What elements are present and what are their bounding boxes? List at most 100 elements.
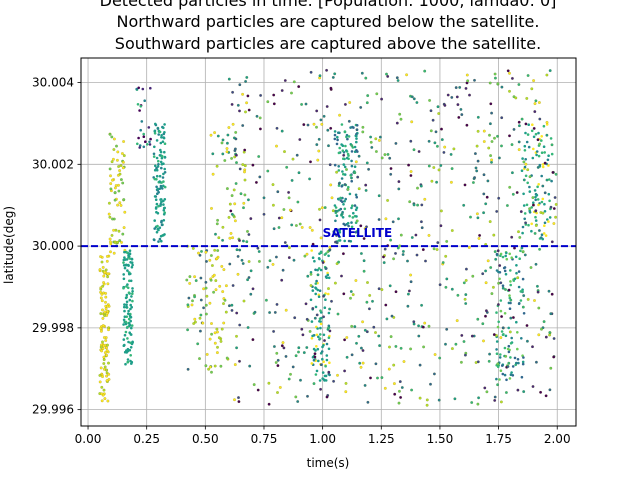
data-point — [289, 372, 292, 376]
data-point — [490, 292, 494, 296]
data-point — [102, 358, 106, 362]
data-point — [127, 253, 130, 257]
data-point — [343, 165, 347, 169]
data-point — [125, 303, 128, 307]
data-point — [499, 299, 503, 302]
data-point — [125, 315, 129, 319]
data-point — [157, 240, 160, 243]
data-point — [521, 231, 524, 235]
data-point — [305, 346, 309, 349]
data-point — [199, 276, 203, 280]
data-point — [493, 398, 497, 402]
data-point — [281, 268, 285, 272]
data-point — [216, 330, 219, 334]
data-point — [547, 289, 551, 293]
data-point — [347, 119, 351, 123]
data-point — [163, 171, 167, 174]
data-point — [125, 351, 129, 354]
data-point — [297, 171, 301, 175]
data-point — [116, 150, 120, 154]
data-point — [316, 288, 320, 292]
data-point — [397, 217, 400, 221]
data-point — [407, 289, 411, 293]
data-point — [512, 127, 516, 131]
data-point — [122, 140, 126, 143]
data-point — [233, 219, 237, 223]
data-point — [275, 302, 279, 306]
x-tick-label: 1.50 — [427, 432, 454, 446]
data-point — [488, 220, 492, 224]
data-point — [271, 262, 275, 266]
data-point — [204, 250, 208, 254]
data-point — [320, 122, 324, 126]
data-point — [416, 203, 420, 207]
data-point — [341, 200, 344, 204]
data-point — [156, 187, 160, 191]
x-tick-label: 1.75 — [485, 432, 512, 446]
data-point — [546, 158, 550, 162]
data-point — [110, 160, 114, 164]
data-point — [319, 309, 322, 313]
data-point — [548, 178, 551, 181]
data-point — [249, 269, 253, 273]
data-point — [476, 402, 480, 406]
data-point — [543, 161, 547, 165]
data-point — [510, 143, 514, 147]
data-point — [362, 237, 366, 240]
data-point — [140, 120, 144, 123]
data-point — [410, 388, 414, 392]
data-point — [160, 136, 163, 139]
data-point — [535, 284, 539, 288]
data-point — [225, 141, 229, 145]
data-point — [124, 322, 128, 326]
data-point — [325, 354, 329, 357]
data-point — [327, 254, 330, 258]
data-point — [355, 206, 359, 209]
data-point — [324, 298, 327, 302]
data-point — [241, 92, 245, 96]
data-point — [230, 303, 234, 307]
data-point — [450, 95, 454, 99]
data-point — [363, 383, 367, 387]
data-point — [325, 68, 329, 72]
data-point — [343, 338, 347, 342]
data-point — [122, 344, 126, 348]
data-point — [322, 294, 326, 298]
data-point — [228, 236, 232, 240]
data-point — [397, 187, 401, 191]
data-point — [427, 139, 431, 143]
data-point — [155, 139, 159, 142]
data-point — [365, 161, 369, 165]
data-point — [526, 297, 530, 301]
data-point — [476, 317, 480, 321]
data-point — [194, 279, 198, 283]
data-point — [399, 395, 403, 399]
data-point — [315, 345, 318, 348]
data-point — [393, 392, 397, 396]
data-point — [323, 206, 327, 210]
data-point — [305, 252, 309, 256]
data-point — [340, 185, 344, 188]
data-point — [155, 174, 159, 178]
data-point — [501, 286, 505, 290]
data-point — [495, 377, 498, 381]
data-point — [531, 196, 535, 200]
data-point — [291, 365, 295, 369]
data-point — [345, 168, 348, 171]
data-point — [280, 89, 284, 92]
data-point — [327, 324, 331, 328]
data-point — [348, 101, 352, 104]
data-point — [427, 164, 431, 168]
title-line-1: Detected particles in time. [Population:… — [100, 0, 557, 10]
data-point — [506, 347, 510, 351]
data-point — [524, 122, 528, 126]
data-point — [327, 326, 330, 330]
data-point — [534, 195, 537, 199]
data-point — [99, 366, 103, 370]
data-point — [540, 236, 543, 239]
data-point — [161, 176, 165, 179]
data-point — [515, 320, 518, 324]
data-point — [509, 269, 512, 272]
data-point — [315, 279, 318, 283]
data-point — [482, 140, 486, 143]
